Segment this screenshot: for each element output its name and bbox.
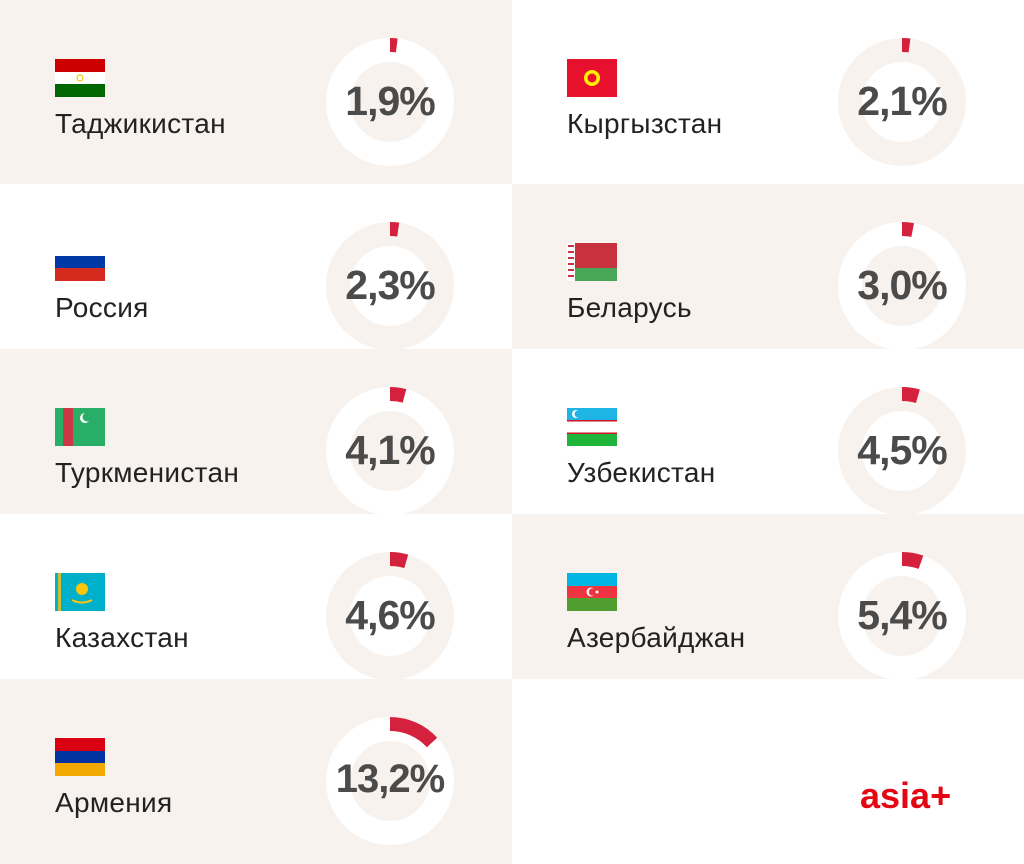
asia-plus-logo: asia+ [860,775,952,816]
donut-value-arc [902,222,914,237]
kyrgyzstan-flag-icon [567,59,617,97]
country-card: Казахстан 4,6% [0,514,512,680]
donut-chart [838,387,966,515]
country-name: Армения [55,787,173,818]
percentage-label: 5,4% [857,592,947,638]
donut-chart [326,717,454,845]
donut-value-arc [390,222,400,237]
country-name: Узбекистан [567,457,716,488]
percentage-label: 1,9% [345,78,435,124]
donut-value-arc [390,38,398,53]
country-card: Таджикистан 1,9% [0,0,512,184]
percentage-label: 4,1% [345,427,435,473]
country-card: Узбекистан 4,5% [512,349,1024,515]
belarus-flag-icon [567,243,617,281]
donut-value-arc [902,552,924,569]
country-card: Кыргызстан 2,1% [512,0,1024,184]
donut-value-arc [390,387,407,403]
country-card: Россия 2,3% [0,184,512,350]
donut-value-arc [390,717,438,748]
country-name: Таджикистан [55,108,226,139]
country-name: Туркменистан [55,457,240,488]
donut-value-arc [390,552,409,569]
percentage-label: 3,0% [857,262,947,308]
uzbekistan-flag-icon [567,408,617,446]
kazakhstan-flag-icon [55,573,105,611]
azerbaijan-flag-icon [567,573,617,611]
donut-chart [838,552,966,680]
turkmenistan-flag-icon [55,408,105,446]
percentage-label: 13,2% [335,757,445,801]
country-name: Казахстан [55,622,189,653]
donut-chart [326,387,454,515]
donut-chart [838,38,966,166]
armenia-flag-icon [55,738,105,776]
country-name: Кыргызстан [567,108,723,139]
donut-chart [838,222,966,350]
donut-value-arc [902,387,920,403]
russia-flag-icon [55,243,105,281]
donut-chart [326,552,454,680]
country-card: Азербайджан 5,4% [512,514,1024,680]
country-card: Туркменистан 4,1% [0,349,512,515]
country-name: Азербайджан [567,622,746,653]
country-name: Беларусь [567,292,692,323]
country-name: Россия [55,292,149,323]
percentage-label: 4,5% [857,427,947,473]
percentage-label: 4,6% [345,592,435,638]
percentage-label: 2,3% [345,262,435,308]
donut-chart [326,38,454,166]
country-card: Беларусь 3,0% [512,184,1024,350]
percentage-label: 2,1% [857,78,947,124]
tajikistan-flag-icon [55,59,105,97]
donut-chart [326,222,454,350]
country-card: Армения 13,2% [0,679,512,864]
donut-value-arc [902,38,911,53]
